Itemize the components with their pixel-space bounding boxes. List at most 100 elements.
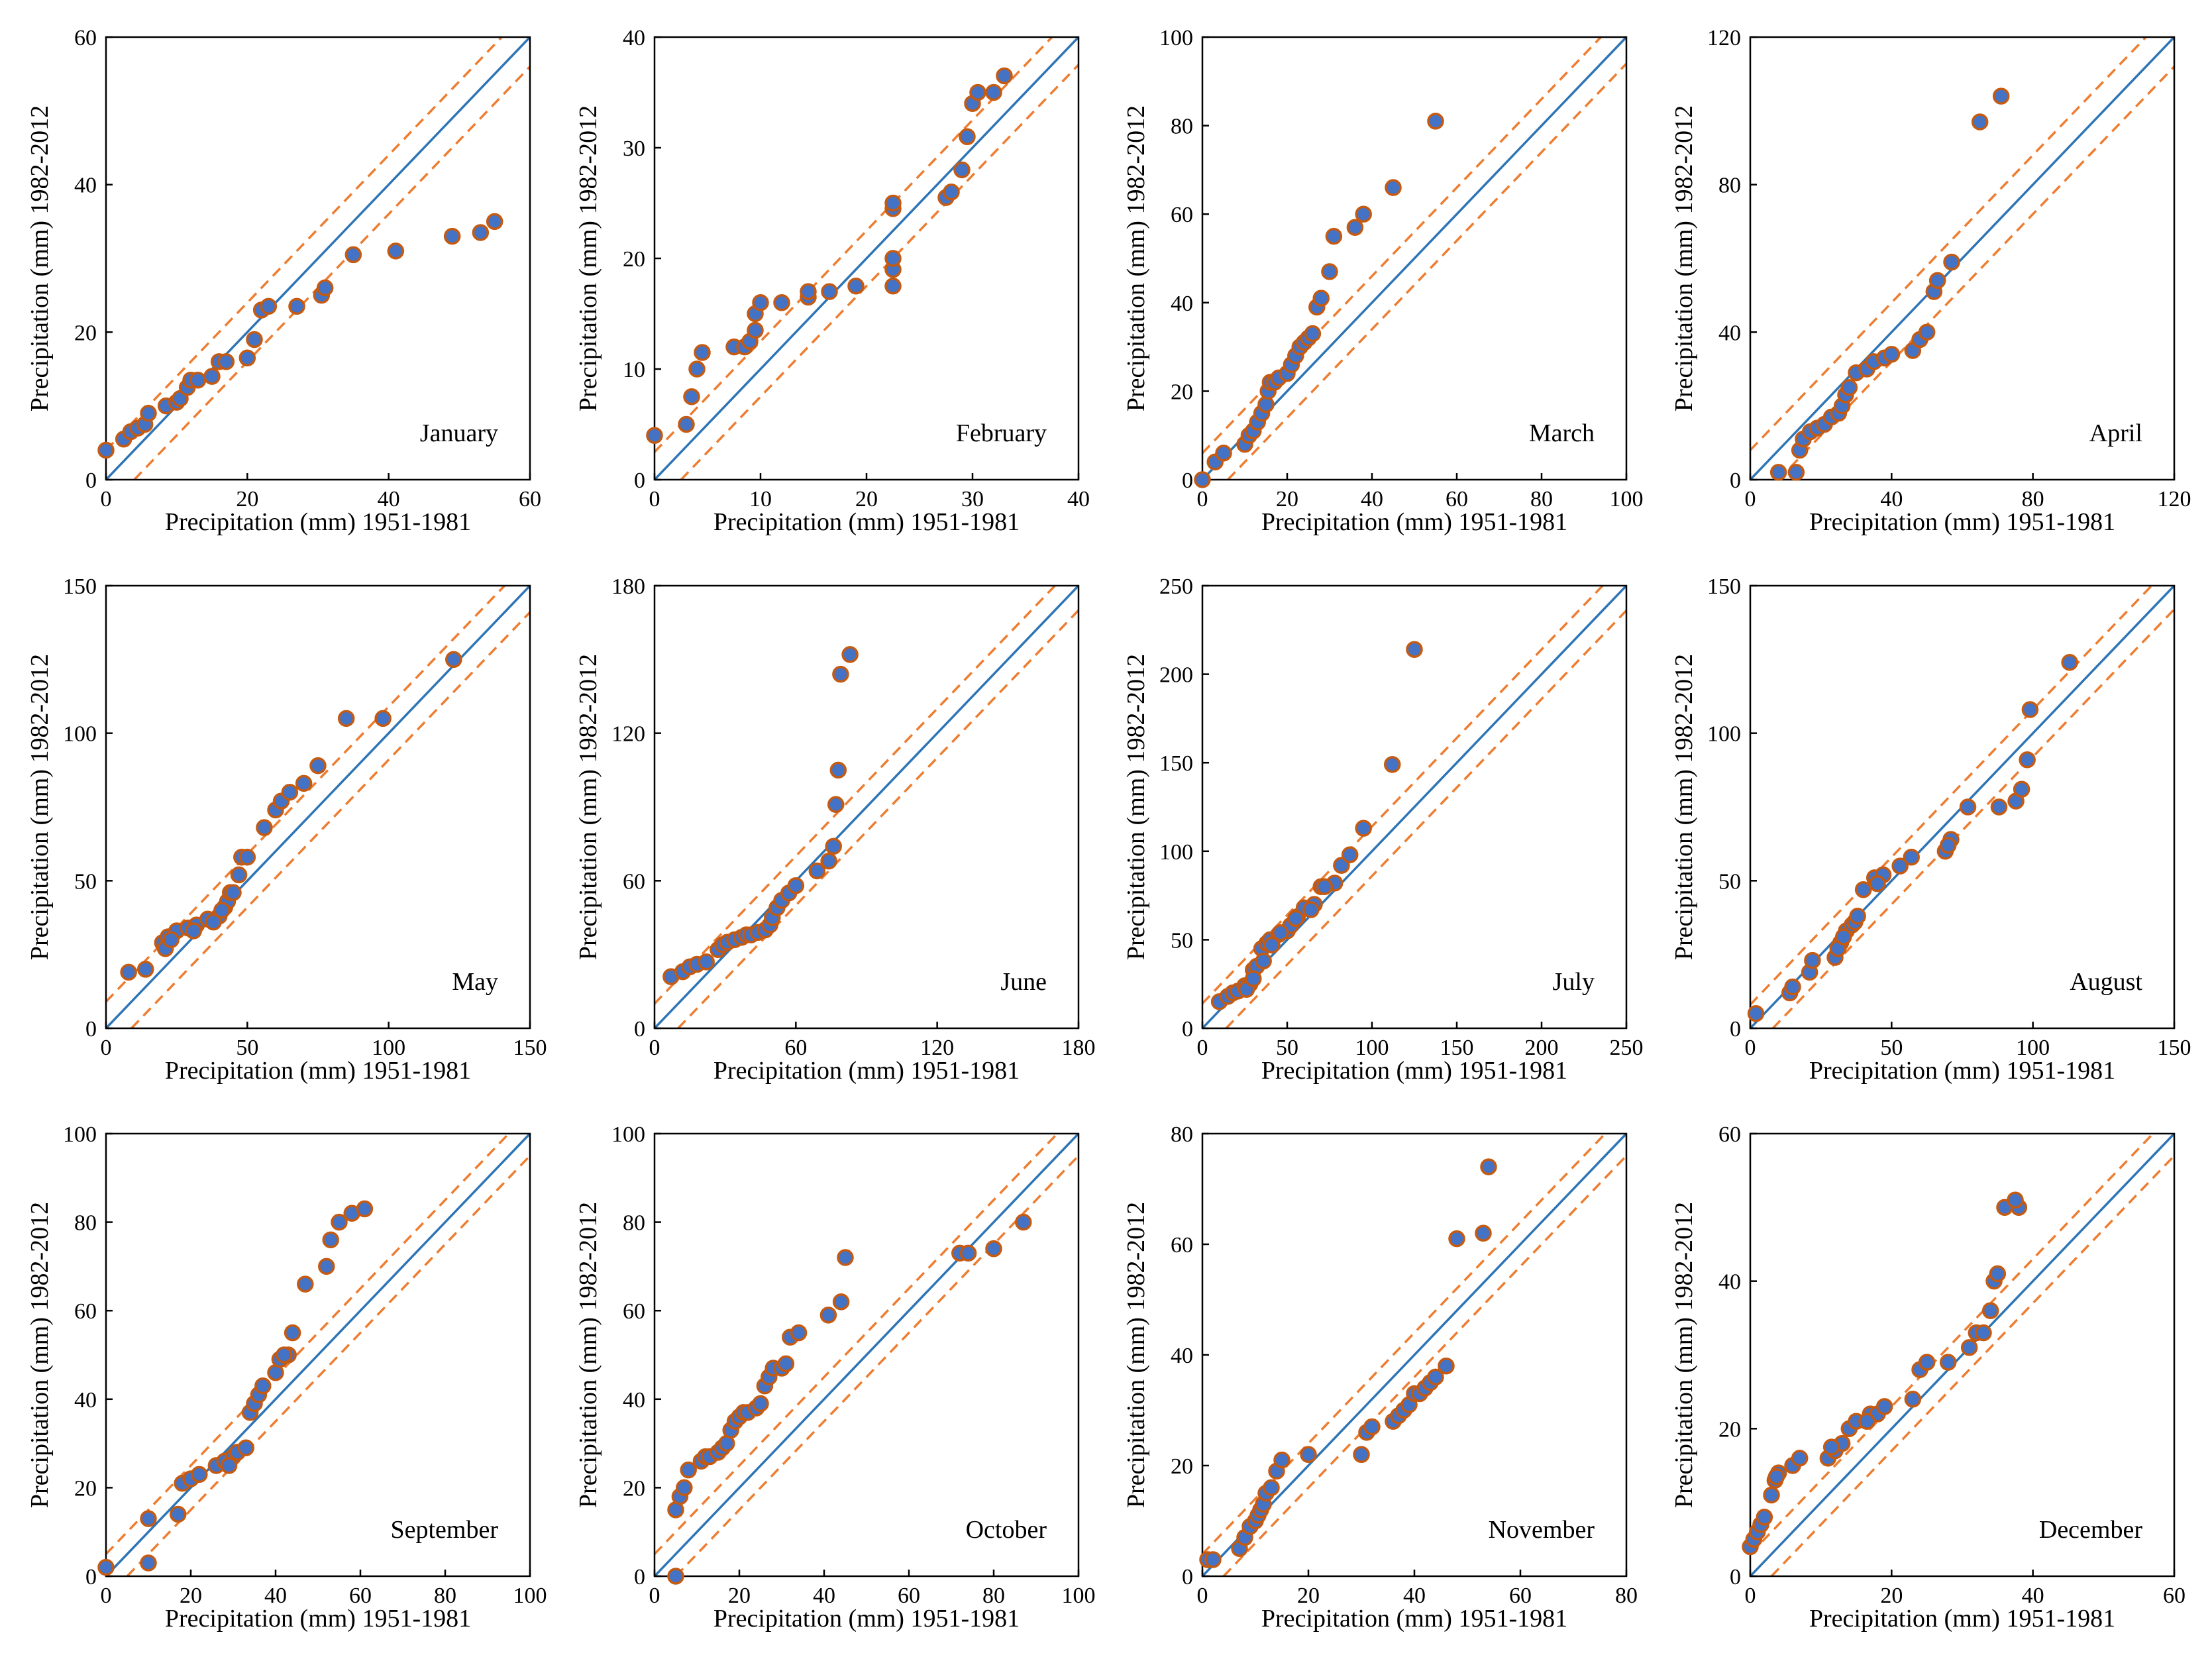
data-point xyxy=(120,963,137,981)
data-point xyxy=(832,665,849,683)
y-tick-label: 60 xyxy=(1718,1122,1741,1147)
data-point xyxy=(800,283,817,300)
x-axis-label: Precipitation (mm) 1951-1981 xyxy=(713,1057,1020,1085)
x-tick-label: 250 xyxy=(1610,1036,1644,1060)
data-point xyxy=(1333,857,1350,874)
panel-june: 0 60 120 180 0 60 120 180 Precipitation (mm) 195… xyxy=(574,574,1096,1085)
data-point xyxy=(356,1200,374,1218)
panel-title: January xyxy=(420,419,498,447)
x-tick-label: 60 xyxy=(2163,1583,2186,1608)
data-point xyxy=(678,415,695,433)
data-point xyxy=(1480,1158,1497,1175)
lower-bound-line xyxy=(674,1155,1080,1578)
data-point xyxy=(1939,837,1957,854)
data-point xyxy=(140,1554,157,1572)
plot-frame xyxy=(105,1132,531,1578)
data-point xyxy=(646,427,663,444)
y-tick-label: 20 xyxy=(74,1476,97,1501)
data-point xyxy=(1854,881,1872,898)
data-point xyxy=(1316,878,1334,895)
data-point xyxy=(1353,1446,1370,1464)
data-point xyxy=(230,866,248,884)
data-point xyxy=(821,283,838,300)
x-tick-label: 60 xyxy=(898,1583,920,1608)
panel-march: 0 20 40 60 80 100 0 20 40 60 80 100 Precipitation (m… xyxy=(1122,26,1644,536)
data-point xyxy=(1875,1398,1893,1415)
data-point xyxy=(1341,846,1359,863)
data-point xyxy=(667,1568,684,1585)
x-tick-label: 0 xyxy=(1197,1036,1208,1060)
panel-title: September xyxy=(390,1516,498,1544)
data-point xyxy=(1756,1509,1773,1526)
lower-bound-line xyxy=(1222,1155,1628,1578)
x-tick-label: 60 xyxy=(784,1036,807,1060)
x-tick-label: 0 xyxy=(1197,1583,1208,1608)
x-tick-label: 20 xyxy=(236,487,258,511)
upper-bound-line xyxy=(1749,36,2147,451)
data-point xyxy=(827,796,845,814)
lower-bound-line xyxy=(677,609,1080,1030)
data-point xyxy=(1971,113,1989,131)
data-point xyxy=(959,128,976,146)
data-point xyxy=(225,884,242,901)
panel-september: 0 20 40 60 80 100 0 20 40 60 80 100 Precipitation (m… xyxy=(26,1122,547,1633)
y-tick-label: 80 xyxy=(623,1211,645,1236)
y-axis-label: Precipitation (mm) 1982-2012 xyxy=(1122,105,1150,411)
data-point xyxy=(698,953,715,971)
x-axis-label: Precipitation (mm) 1951-1981 xyxy=(1261,508,1567,536)
upper-bound-line xyxy=(653,1132,1059,1555)
x-tick-label: 100 xyxy=(1062,1583,1096,1608)
x-tick-label: 40 xyxy=(1403,1583,1426,1608)
data-point xyxy=(1194,471,1211,488)
data-point xyxy=(1918,1354,1936,1371)
panel-july: 0 50 100 150 200 250 0 50 100 150 200 250 Precipitat… xyxy=(1122,574,1644,1085)
y-tick-label: 40 xyxy=(623,1388,645,1413)
data-point xyxy=(1448,1230,1465,1248)
x-axis-label: Precipitation (mm) 1951-1981 xyxy=(1261,1057,1567,1085)
data-point xyxy=(1960,1339,1978,1356)
data-point xyxy=(1918,323,1936,341)
data-point xyxy=(884,250,902,267)
data-point xyxy=(1263,1479,1280,1497)
data-point xyxy=(773,294,790,311)
data-point xyxy=(203,368,221,385)
data-point xyxy=(162,931,180,949)
y-tick-label: 0 xyxy=(1182,1565,1193,1589)
y-tick-label: 150 xyxy=(1159,751,1193,776)
y-tick-label: 0 xyxy=(85,1565,97,1589)
y-tick-label: 0 xyxy=(634,468,645,493)
data-point xyxy=(217,353,235,370)
data-point xyxy=(344,246,362,264)
data-point xyxy=(238,349,256,367)
data-point xyxy=(1312,290,1330,307)
y-tick-label: 0 xyxy=(1730,1565,1741,1589)
identity-line xyxy=(1201,1132,1628,1578)
y-tick-label: 60 xyxy=(74,1299,97,1324)
data-point xyxy=(2061,654,2078,671)
data-point xyxy=(1804,951,1821,969)
x-tick-label: 60 xyxy=(519,487,541,511)
y-axis-label: Precipitation (mm) 1982-2012 xyxy=(574,1202,602,1508)
data-point xyxy=(680,1461,697,1479)
data-point xyxy=(752,1395,769,1413)
data-point xyxy=(1849,908,1866,925)
upper-bound-line xyxy=(1749,1132,2154,1555)
data-point xyxy=(2013,780,2030,798)
data-point xyxy=(1438,1357,1455,1375)
y-tick-label: 0 xyxy=(1730,468,1741,493)
data-point xyxy=(1346,219,1364,236)
y-axis-label: Precipitation (mm) 1982-2012 xyxy=(574,654,602,960)
x-tick-label: 0 xyxy=(101,1036,112,1060)
y-tick-label: 80 xyxy=(1171,115,1193,139)
x-tick-label: 80 xyxy=(982,1583,1005,1608)
y-tick-label: 40 xyxy=(623,26,645,50)
data-point xyxy=(1255,952,1272,970)
data-point xyxy=(752,294,769,311)
y-tick-label: 20 xyxy=(623,1476,645,1501)
x-tick-label: 80 xyxy=(2022,487,2044,511)
x-tick-label: 120 xyxy=(920,1036,954,1060)
x-tick-label: 100 xyxy=(1610,487,1644,511)
y-tick-label: 60 xyxy=(1171,203,1193,227)
data-point xyxy=(170,1505,187,1523)
identity-line xyxy=(653,36,1080,481)
